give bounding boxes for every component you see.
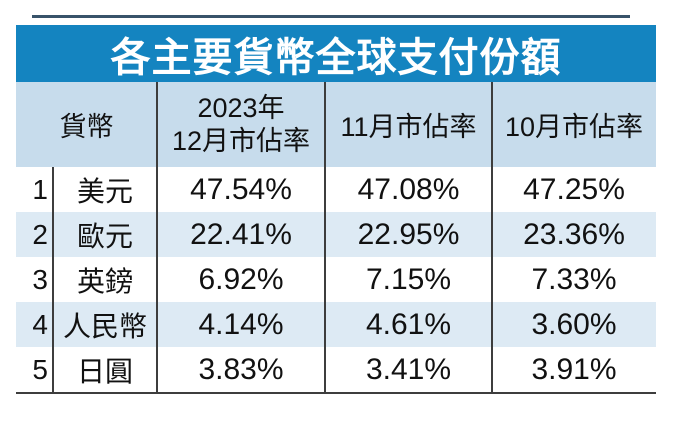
table-row-gbp: 3 英鎊 6.92% 7.15% 7.33% [16,257,656,302]
top-edge-line [32,15,630,18]
currency-share-table: 貨幣 2023年 12月市佔率 11月市佔率 10月市佔率 1 美元 47.54… [16,82,656,394]
column-header-dec-2023: 2023年 12月市佔率 [157,82,325,167]
rank-column-divider [52,167,54,392]
rank-cell: 2 [32,218,48,250]
column-header-dec-line2: 12月市佔率 [171,125,311,156]
rank-cell: 3 [32,263,48,295]
column-header-nov: 11月市佔率 [340,112,477,142]
value-oct-cell: 3.60% [531,307,617,341]
table-row-jpy: 5 日圓 3.83% 3.41% 3.91% [16,347,656,392]
value-nov-cell: 4.61% [365,307,452,341]
column-divider-1 [156,82,158,392]
table-row-cny: 4 人民幣 4.14% 4.61% 3.60% [16,302,656,347]
currency-name-cell: 人民幣 [62,310,147,342]
table-title: 各主要貨幣全球支付份額 [110,35,562,80]
column-header-currency: 貨幣 [59,112,114,142]
table-row-usd: 1 美元 47.54% 47.08% 47.25% [16,167,656,212]
value-oct-cell: 3.91% [531,352,617,386]
column-header-oct: 10月市佔率 [504,112,644,142]
value-oct-cell: 23.36% [523,217,625,251]
value-nov-cell: 22.95% [357,217,460,251]
table-header-row: 貨幣 2023年 12月市佔率 11月市佔率 10月市佔率 [16,82,656,167]
column-divider-2 [324,82,326,392]
currency-name-cell: 歐元 [76,220,133,252]
currency-name-cell: 英鎊 [76,265,133,297]
value-nov-cell: 47.08% [357,172,460,206]
column-header-dec-line1: 2023年 [197,93,285,124]
rank-cell: 1 [32,173,48,205]
table-row-eur: 2 歐元 22.41% 22.95% 23.36% [16,212,656,257]
value-oct-cell: 47.25% [523,172,625,206]
currency-name-cell: 美元 [76,175,133,207]
value-nov-cell: 7.15% [365,262,452,296]
rank-cell: 5 [32,353,48,385]
value-dec-cell: 22.41% [190,217,292,251]
currency-name-cell: 日圓 [76,355,133,387]
value-dec-cell: 4.14% [198,307,284,341]
value-dec-cell: 6.92% [198,262,284,296]
value-nov-cell: 3.41% [365,352,452,386]
column-divider-3 [491,82,493,392]
table-title-bar: 各主要貨幣全球支付份額 [16,25,656,84]
value-dec-cell: 3.83% [198,352,284,386]
value-oct-cell: 7.33% [531,262,617,296]
rank-cell: 4 [32,308,48,340]
value-dec-cell: 47.54% [190,172,292,206]
